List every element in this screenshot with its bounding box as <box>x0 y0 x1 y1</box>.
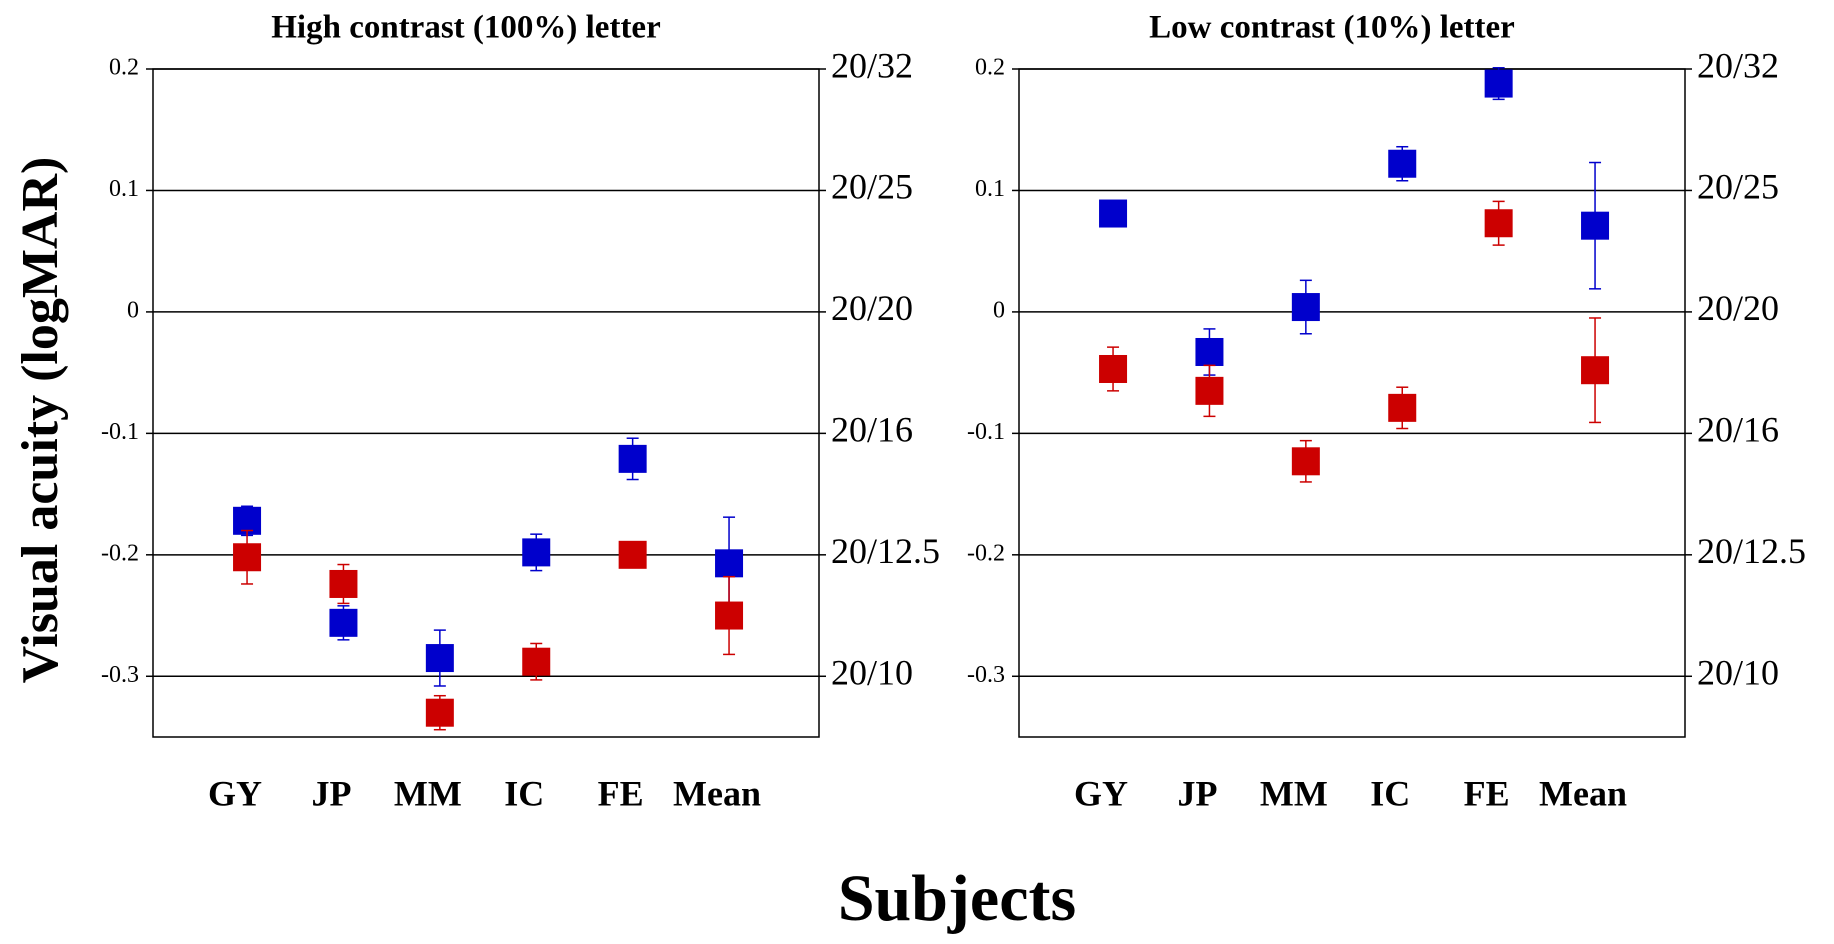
y-tick-label: 0 <box>127 297 139 323</box>
y-tick-label: -0.1 <box>101 419 139 445</box>
y2-tick-label: 20/20 <box>1697 288 1779 328</box>
marker <box>715 549 744 578</box>
marker <box>715 601 744 630</box>
y-tick-label: 0.2 <box>975 55 1005 81</box>
marker <box>1484 209 1513 238</box>
marker <box>425 644 454 673</box>
y-tick-label: -0.3 <box>967 662 1005 688</box>
marker <box>425 698 454 727</box>
chart-title: High contrast (100%) letter <box>271 10 660 46</box>
x-tick-label: MM <box>394 773 462 813</box>
marker <box>329 608 358 637</box>
y2-tick-label: 20/12.5 <box>831 531 940 571</box>
marker <box>1581 356 1610 385</box>
y2-tick-label: 20/16 <box>831 410 913 450</box>
marker <box>522 538 551 567</box>
plot-frame <box>152 68 820 738</box>
marker <box>1484 69 1513 98</box>
y-tick-label: 0.1 <box>109 176 139 202</box>
y2-tick-label: 20/32 <box>831 45 913 85</box>
marker <box>1581 211 1610 240</box>
x-tick-label: FE <box>598 773 644 813</box>
x-tick-label: Mean <box>1539 773 1627 813</box>
x-tick-label: GY <box>208 773 262 813</box>
marker <box>618 444 647 473</box>
y-tick-label: -0.1 <box>967 419 1005 445</box>
y2-tick-label: 20/25 <box>831 167 913 207</box>
y2-tick-label: 20/32 <box>1697 45 1779 85</box>
y-tick-label: -0.2 <box>101 540 139 566</box>
y-tick-label: 0 <box>993 297 1005 323</box>
y2-tick-label: 20/10 <box>831 653 913 693</box>
y-tick-label: -0.3 <box>101 662 139 688</box>
x-tick-label: Mean <box>673 773 761 813</box>
y2-tick-label: 20/20 <box>831 288 913 328</box>
y2-tick-label: 20/25 <box>1697 167 1779 207</box>
y2-tick-label: 20/16 <box>1697 410 1779 450</box>
x-tick-label: FE <box>1464 773 1510 813</box>
marker <box>329 569 358 598</box>
x-tick-label: IC <box>1370 773 1410 813</box>
x-tick-label: MM <box>1260 773 1328 813</box>
y-axis-label: Visual acuity (logMAR) <box>12 157 69 684</box>
marker <box>1291 293 1320 322</box>
x-tick-label: JP <box>311 773 351 813</box>
marker <box>233 543 262 572</box>
x-tick-label: IC <box>504 773 544 813</box>
marker <box>522 647 551 676</box>
x-tick-label: JP <box>1177 773 1217 813</box>
x-tick-label: GY <box>1074 773 1128 813</box>
marker <box>1195 337 1224 366</box>
y2-tick-label: 20/10 <box>1697 653 1779 693</box>
marker <box>618 540 647 569</box>
chart-title: Low contrast (10%) letter <box>1149 10 1515 46</box>
marker <box>1099 354 1128 383</box>
marker <box>1388 149 1417 178</box>
y-tick-label: 0.2 <box>109 55 139 81</box>
plot-frame <box>1018 68 1686 738</box>
marker <box>1195 376 1224 405</box>
y-tick-label: 0.1 <box>975 176 1005 202</box>
x-axis-label: Subjects <box>838 862 1076 935</box>
marker <box>1388 393 1417 422</box>
marker <box>1099 199 1128 228</box>
marker <box>1291 447 1320 476</box>
y-tick-label: -0.2 <box>967 540 1005 566</box>
y2-tick-label: 20/12.5 <box>1697 531 1806 571</box>
